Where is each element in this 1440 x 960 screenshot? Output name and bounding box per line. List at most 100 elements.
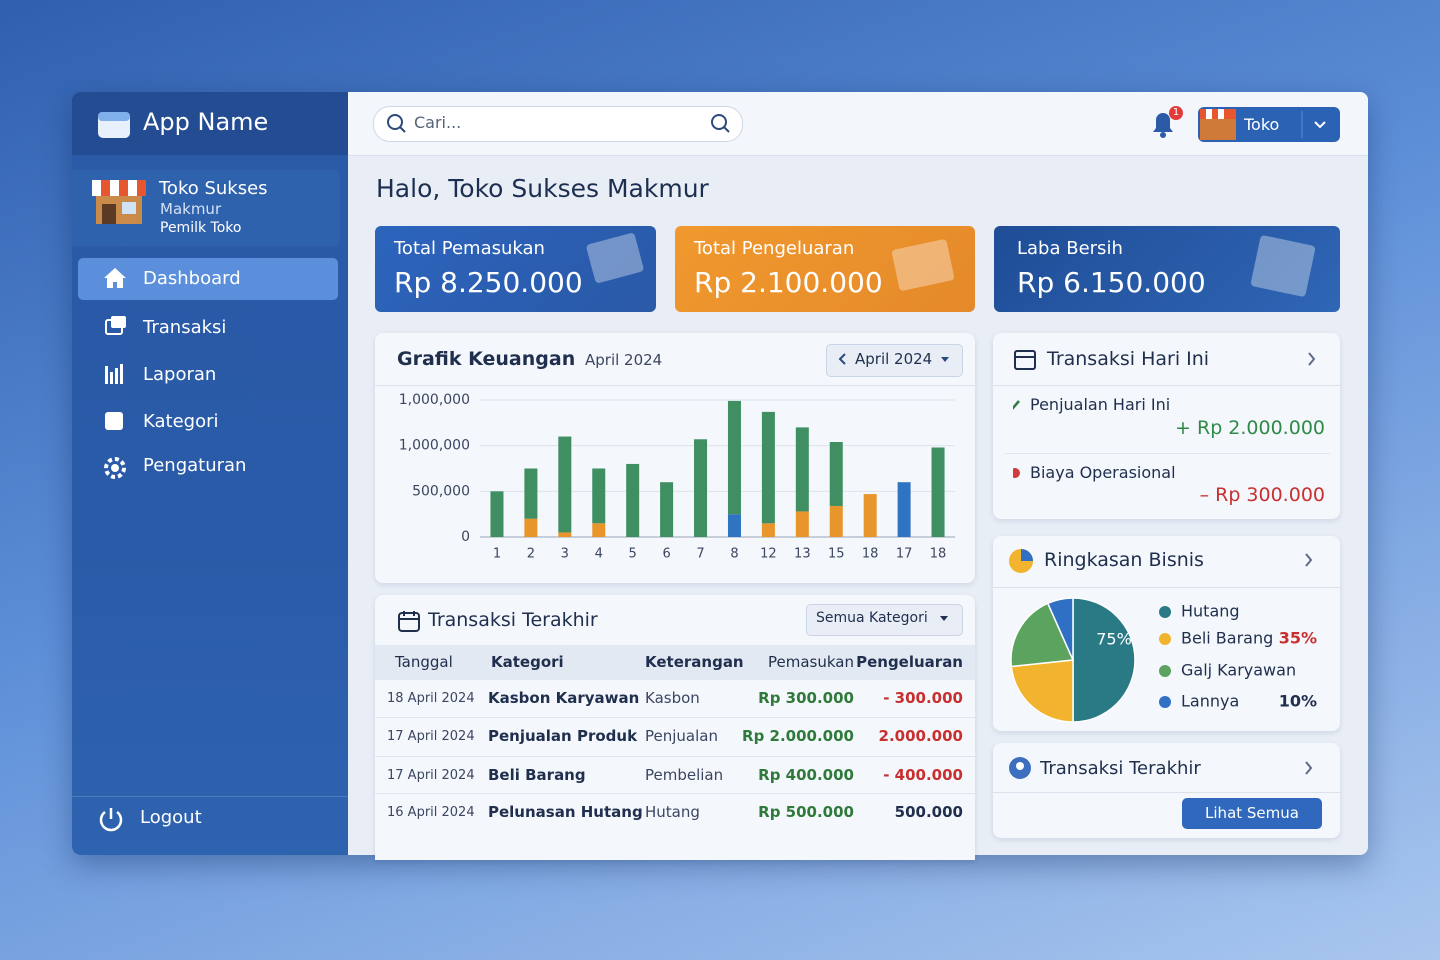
menu-icons xyxy=(104,268,126,479)
divider xyxy=(993,587,1340,588)
bar xyxy=(829,505,843,537)
bar xyxy=(795,511,809,537)
bar xyxy=(694,439,708,537)
menu-item[interactable]: Laporan xyxy=(143,364,217,385)
table-cell: Beli Barang xyxy=(488,766,586,784)
table-cell: Rp 300.000 xyxy=(758,689,854,707)
today-amount: + Rp 2.000.000 xyxy=(1175,417,1325,439)
bar xyxy=(524,468,538,519)
store-icon xyxy=(92,180,146,224)
menu-item[interactable]: Dashboard xyxy=(143,268,241,289)
x-tick-label: 2 xyxy=(527,547,535,562)
today-panel xyxy=(993,333,1340,519)
chart-title: Grafik Keuangan xyxy=(397,348,576,370)
y-tick-label: 0 xyxy=(461,529,470,545)
table-cell: Kasbon xyxy=(645,689,700,707)
menu-item[interactable]: Kategori xyxy=(143,411,219,432)
x-tick-label: 5 xyxy=(629,547,637,562)
store-name-cont: Makmur xyxy=(160,200,222,218)
recent-icons xyxy=(1009,757,1313,779)
column-header: Kategori xyxy=(491,653,564,671)
divider xyxy=(993,792,1340,793)
legend-label: Lannya xyxy=(1181,692,1239,711)
table-cell: Pelunasan Hutang xyxy=(488,803,643,821)
notification-count: 1 xyxy=(1172,107,1180,118)
bar xyxy=(524,518,538,537)
period-select[interactable] xyxy=(826,344,963,377)
app-name: App Name xyxy=(143,108,269,136)
divider xyxy=(375,385,975,386)
legend-swatch xyxy=(1159,696,1171,708)
bar xyxy=(660,482,674,537)
table-cell: Pembelian xyxy=(645,766,724,784)
y-tick-label: 1,000,000 xyxy=(399,392,470,408)
bar xyxy=(558,436,572,533)
table-header xyxy=(375,645,975,680)
card-value: Rp 6.150.000 xyxy=(1017,266,1206,299)
x-tick-label: 3 xyxy=(561,547,569,562)
x-tick-label: 18 xyxy=(930,547,947,562)
legend-value: 10% xyxy=(1279,692,1317,711)
card-label: Total Pengeluaran xyxy=(694,238,855,259)
legend-value: 35% xyxy=(1279,629,1317,648)
chart-subtitle: April 2024 xyxy=(585,351,663,369)
period-label: April 2024 xyxy=(855,350,933,368)
legend-label: Hutang xyxy=(1181,602,1240,621)
today-label: Biaya Operasional xyxy=(1030,463,1176,482)
table-cell: 18 April 2024 xyxy=(387,691,475,706)
card-value: Rp 2.100.000 xyxy=(694,266,883,299)
card-label: Total Pemasukan xyxy=(394,238,545,259)
table-cell: - 400.000 xyxy=(883,766,963,784)
today-icons xyxy=(1013,350,1316,478)
menu-item[interactable]: Pengaturan xyxy=(143,455,247,476)
summary-card xyxy=(375,226,656,312)
table-cell: Rp 500.000 xyxy=(758,803,854,821)
today-amount: – Rp 300.000 xyxy=(1199,484,1325,506)
row-divider xyxy=(375,793,975,794)
bar xyxy=(897,482,911,537)
legend-swatch xyxy=(1159,665,1171,677)
bar xyxy=(490,491,504,537)
pie-slice xyxy=(1010,659,1074,723)
x-tick-label: 4 xyxy=(595,547,603,562)
table-cell: Hutang xyxy=(645,803,700,821)
table-icon xyxy=(398,611,420,632)
card-label: Laba Bersih xyxy=(1017,238,1123,259)
search-icons xyxy=(387,114,730,133)
bar xyxy=(795,427,809,512)
bar xyxy=(592,523,606,537)
table-cell: - 300.000 xyxy=(883,689,963,707)
greeting: Halo, Toko Sukses Makmur xyxy=(376,174,709,203)
store-button-icons xyxy=(1200,109,1326,140)
menu-item[interactable]: Transaksi xyxy=(143,317,227,338)
y-tick-label: 1,000,000 xyxy=(399,438,470,454)
divider xyxy=(993,385,1340,386)
filter-caret xyxy=(940,616,948,621)
bell-icon[interactable] xyxy=(1150,106,1188,140)
table-cell: 16 April 2024 xyxy=(387,805,475,820)
summary-card xyxy=(675,226,975,312)
column-header: Pemasukan xyxy=(768,653,854,671)
logout[interactable]: Logout xyxy=(140,807,202,828)
view-all-button[interactable]: Lihat Semua xyxy=(1182,798,1322,829)
search-placeholder: Cari... xyxy=(414,113,462,132)
search-box[interactable] xyxy=(373,106,743,142)
x-tick-label: 18 xyxy=(862,547,879,562)
divider xyxy=(1005,453,1330,454)
table-cell: Rp 2.000.000 xyxy=(742,727,854,745)
category-filter[interactable] xyxy=(806,604,963,636)
x-tick-label: 7 xyxy=(696,547,704,562)
column-header: Tanggal xyxy=(395,653,453,671)
pie-slice xyxy=(1072,597,1136,723)
x-tick-label: 13 xyxy=(794,547,811,562)
x-tick-label: 6 xyxy=(662,547,670,562)
bar xyxy=(829,442,843,506)
bar xyxy=(558,532,572,537)
table-cell: Penjualan xyxy=(645,727,718,745)
legend-label: Galj Karyawan xyxy=(1181,661,1296,680)
x-tick-label: 15 xyxy=(828,547,845,562)
column-header: Keterangan xyxy=(645,653,744,671)
pie-slice xyxy=(1010,602,1075,668)
bar xyxy=(931,447,945,537)
